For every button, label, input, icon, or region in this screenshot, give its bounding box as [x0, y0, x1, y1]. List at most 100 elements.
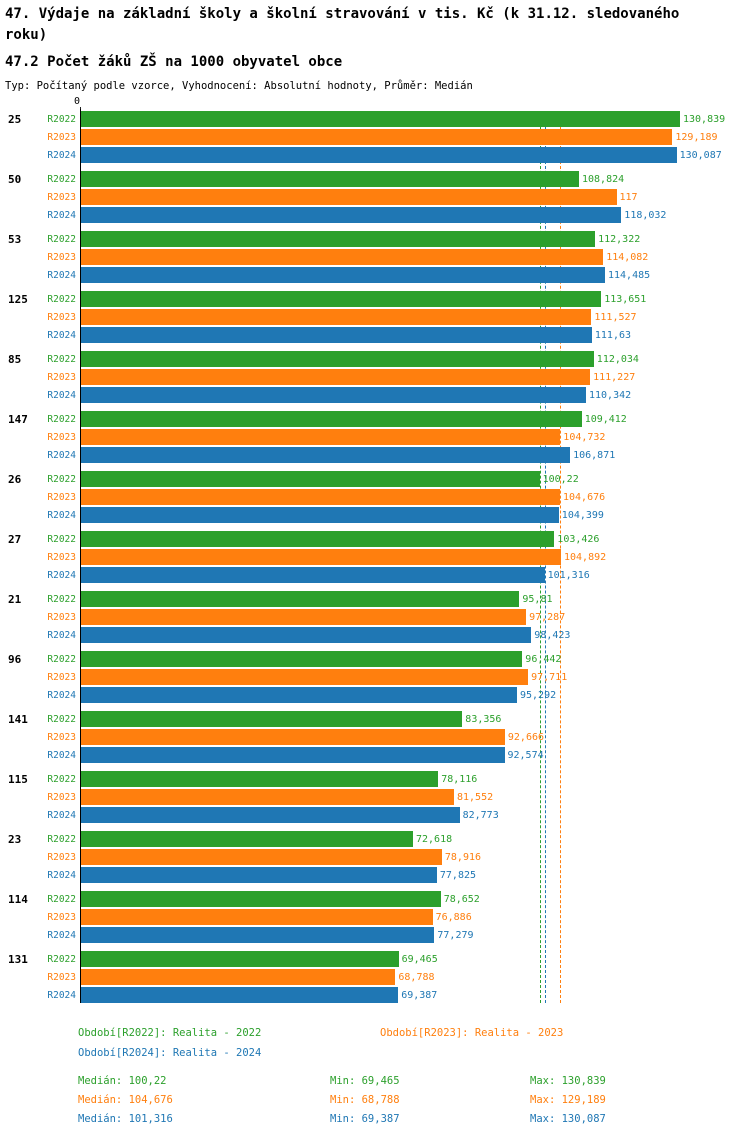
series-label: R2022: [47, 953, 76, 965]
bar: [80, 207, 622, 223]
series-label: R2022: [47, 773, 76, 785]
series-label: R2023: [47, 311, 76, 323]
y-axis-line: [80, 109, 81, 1003]
bar: [80, 111, 680, 127]
series-label: R2022: [47, 713, 76, 725]
stat-min-r2024: Min: 69,387: [330, 1112, 400, 1125]
bar: [80, 327, 592, 343]
bar-value-label: 109,412: [584, 413, 627, 425]
series-label: R2023: [47, 671, 76, 683]
series-label: R2024: [47, 329, 76, 341]
bar-value-label: 106,871: [573, 449, 616, 461]
bar-value-label: 77,825: [439, 869, 477, 881]
series-label: R2024: [47, 929, 76, 941]
summary-stats: Medián: 100,22 Min: 69,465 Max: 130,839 …: [0, 1071, 750, 1128]
bar: [80, 309, 592, 325]
bar: [80, 789, 454, 805]
bar-value-label: 68,788: [398, 971, 435, 983]
category-label: 27: [8, 532, 22, 546]
bar-value-label: 114,082: [606, 251, 649, 263]
series-label: R2022: [47, 473, 76, 485]
bar-value-label: 112,322: [598, 233, 641, 245]
bar-value-label: 96,442: [525, 653, 562, 665]
stat-median-r2023: Medián: 104,676: [78, 1093, 173, 1106]
bar-value-label: 103,426: [557, 533, 600, 545]
bar: [80, 711, 463, 727]
series-label: R2024: [47, 869, 76, 881]
bar: [80, 909, 433, 925]
chart-body: 25 R2022 130,839 R2023 129,189 R2024 130,087 50…: [0, 109, 750, 1003]
series-label: R2024: [47, 269, 76, 281]
bar-row: R2024 77,279: [0, 927, 750, 943]
bar: [80, 129, 673, 145]
bar-value-label: 110,342: [589, 389, 632, 401]
bar-value-label: 78,116: [441, 773, 478, 785]
bar-row: R2023 129,189: [0, 129, 750, 145]
bar-value-label: 101,316: [547, 569, 590, 581]
bar-value-label: 108,824: [582, 173, 625, 185]
bar-row: R2023 78,916: [0, 849, 750, 865]
report-header: 47. Výdaje na základní školy a školní st…: [0, 4, 750, 92]
bar-row: R2024 77,825: [0, 867, 750, 883]
bar-group: 26 R2022 100,22 R2023 104,676 R2024 104,399: [0, 471, 750, 523]
category-label: 50: [8, 172, 22, 186]
bar-row: R2023 111,527: [0, 309, 750, 325]
bar-value-label: 97,711: [531, 671, 568, 683]
series-label: R2023: [47, 791, 76, 803]
bar: [80, 807, 460, 823]
bar-row: 50 R2022 108,824: [0, 171, 750, 187]
bar-row: 26 R2022 100,22: [0, 471, 750, 487]
bar-value-label: 72,618: [416, 833, 453, 845]
series-label: R2024: [47, 149, 76, 161]
bar-row: 125 R2022 113,651: [0, 291, 750, 307]
series-label: R2022: [47, 233, 76, 245]
bar: [80, 231, 596, 247]
bar-row: R2024 111,63: [0, 327, 750, 343]
bar-group: 23 R2022 72,618 R2023 78,916 R2024 77,825: [0, 831, 750, 883]
category-label: 114: [8, 892, 28, 906]
bar-group: 21 R2022 95,81 R2023 97,287 R2024 98,423: [0, 591, 750, 643]
series-label: R2023: [47, 551, 76, 563]
bar-value-label: 83,356: [465, 713, 502, 725]
legend-row: Období[R2024]: Realita - 2024: [78, 1043, 750, 1063]
bar: [80, 369, 591, 385]
series-label: R2023: [47, 191, 76, 203]
bar-value-label: 69,387: [401, 989, 438, 1001]
series-label: R2022: [47, 833, 76, 845]
bar-value-label: 81,552: [457, 791, 494, 803]
bar: [80, 531, 555, 547]
series-label: R2022: [47, 173, 76, 185]
series-label: R2024: [47, 689, 76, 701]
bar: [80, 969, 396, 985]
bar-row: 27 R2022 103,426: [0, 531, 750, 547]
bar: [80, 891, 441, 907]
series-label: R2023: [47, 251, 76, 263]
bar-row: 53 R2022 112,322: [0, 231, 750, 247]
chart-meta: Typ: Počítaný podle vzorce, Vyhodnocení:…: [5, 80, 473, 92]
bar-value-label: 92,574: [507, 749, 544, 761]
bar: [80, 387, 586, 403]
series-label: R2022: [47, 893, 76, 905]
stat-max-r2023: Max: 129,189: [530, 1093, 606, 1106]
bar-row: R2023 104,892: [0, 549, 750, 565]
bar: [80, 447, 571, 463]
x-axis-top: 0: [0, 96, 750, 111]
bar-row: R2023 117: [0, 189, 750, 205]
bar: [80, 489, 560, 505]
bar: [80, 249, 604, 265]
bar-row: R2024 104,399: [0, 507, 750, 523]
bar: [80, 471, 540, 487]
bar: [80, 627, 532, 643]
chart-title: 47. Výdaje na základní školy a školní st…: [5, 6, 680, 43]
bar-group: 141 R2022 83,356 R2023 92,666 R2024 92,574: [0, 711, 750, 763]
bar: [80, 549, 561, 565]
bar-row: 114 R2022 78,652: [0, 891, 750, 907]
bar-group: 125 R2022 113,651 R2023 111,527 R2024 111,63: [0, 291, 750, 343]
bar-row: R2023 104,676: [0, 489, 750, 505]
bar-row: 131 R2022 69,465: [0, 951, 750, 967]
series-label: R2024: [47, 989, 76, 1001]
bar: [80, 729, 505, 745]
bar-value-label: 118,032: [624, 209, 667, 221]
bar: [80, 669, 529, 685]
series-label: R2022: [47, 353, 76, 365]
